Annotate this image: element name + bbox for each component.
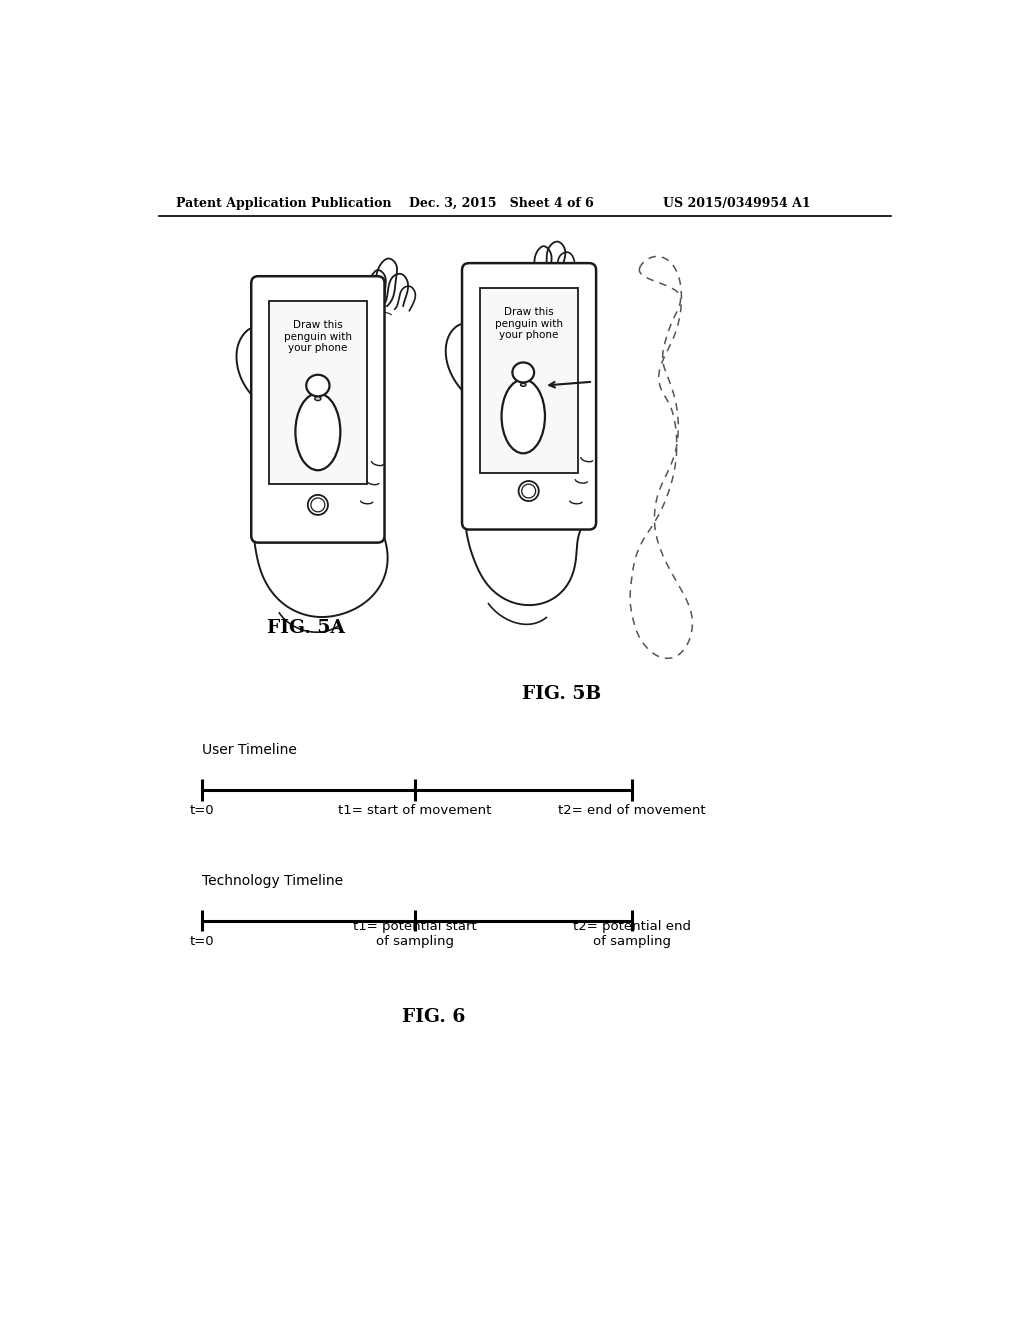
Text: User Timeline: User Timeline [202, 743, 297, 756]
Text: t=0: t=0 [189, 936, 214, 948]
Text: FIG. 6: FIG. 6 [402, 1008, 466, 1026]
Text: Dec. 3, 2015   Sheet 4 of 6: Dec. 3, 2015 Sheet 4 of 6 [409, 197, 593, 210]
Text: t1= start of movement: t1= start of movement [338, 804, 492, 817]
Circle shape [308, 495, 328, 515]
Text: t=0: t=0 [189, 804, 214, 817]
Bar [480, 288, 578, 473]
Ellipse shape [295, 393, 340, 470]
Circle shape [521, 484, 536, 498]
Bar [269, 301, 367, 484]
Text: Draw this
penguin with
your phone: Draw this penguin with your phone [284, 321, 352, 354]
Ellipse shape [512, 363, 535, 383]
Text: Patent Application Publication: Patent Application Publication [176, 197, 391, 210]
Circle shape [518, 480, 539, 502]
FancyBboxPatch shape [462, 263, 596, 529]
FancyBboxPatch shape [251, 276, 385, 543]
Ellipse shape [314, 397, 321, 400]
Text: FIG. 5A: FIG. 5A [267, 619, 345, 638]
Text: FIG. 5B: FIG. 5B [522, 685, 601, 702]
Ellipse shape [306, 375, 330, 396]
Text: Technology Timeline: Technology Timeline [202, 874, 343, 887]
Text: Draw this
penguin with
your phone: Draw this penguin with your phone [495, 308, 562, 341]
Ellipse shape [520, 383, 526, 387]
Text: t2= end of movement: t2= end of movement [558, 804, 706, 817]
Circle shape [311, 498, 325, 512]
Text: US 2015/0349954 A1: US 2015/0349954 A1 [663, 197, 810, 210]
Ellipse shape [502, 379, 545, 453]
Text: t1= potential start
of sampling: t1= potential start of sampling [353, 920, 476, 948]
Text: t2= potential end
of sampling: t2= potential end of sampling [572, 920, 691, 948]
